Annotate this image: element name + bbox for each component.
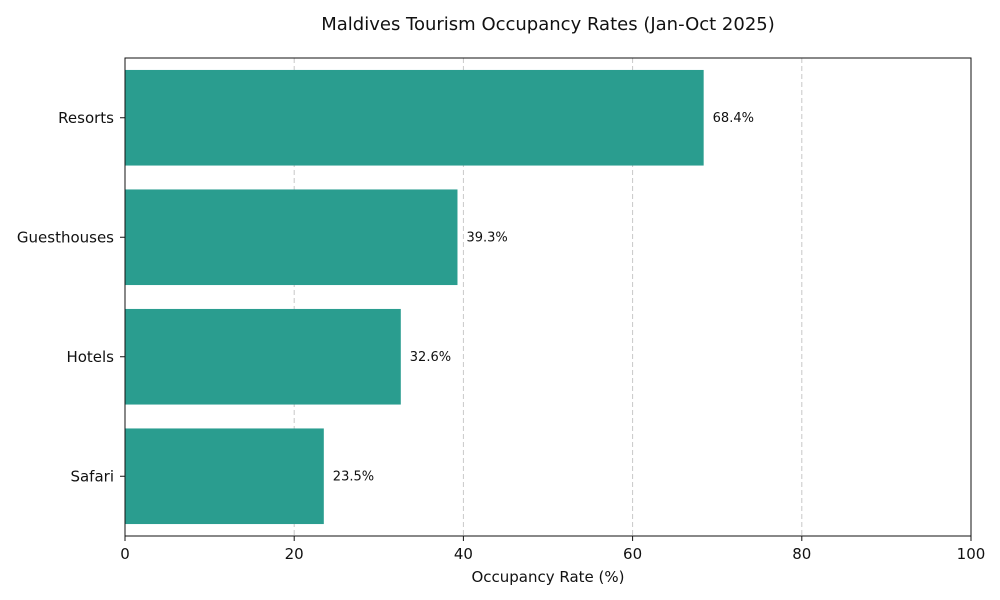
x-axis-ticks: 0 20 40 60 80 100 [120,536,985,563]
data-label: 32.6% [410,350,451,365]
bar-hotels [125,308,401,405]
x-tick-label: 60 [623,545,642,563]
bar-safari [125,428,324,525]
data-label: 39.3% [466,230,507,245]
x-tick-label: 100 [957,545,986,563]
y-tick-label: Guesthouses [17,228,114,246]
x-tick-label: 40 [454,545,473,563]
bars [125,69,704,525]
x-axis-title: Occupancy Rate (%) [471,568,624,586]
chart-title: Maldives Tourism Occupancy Rates (Jan-Oc… [321,14,775,35]
x-tick-label: 0 [120,545,130,563]
bar-guesthouses [125,189,458,286]
data-labels: 68.4% 39.3% 32.6% 23.5% [333,111,754,485]
bar-resorts [125,69,704,166]
plot-frame [124,57,972,537]
y-tick-label: Safari [70,467,114,485]
x-tick-label: 20 [285,545,304,563]
data-label: 23.5% [333,469,374,484]
y-tick-label: Hotels [66,348,114,366]
data-label: 68.4% [713,111,754,126]
y-tick-label: Resorts [58,109,114,127]
x-tick-label: 80 [792,545,811,563]
y-axis-ticks: Resorts Guesthouses Hotels Safari [17,109,125,485]
